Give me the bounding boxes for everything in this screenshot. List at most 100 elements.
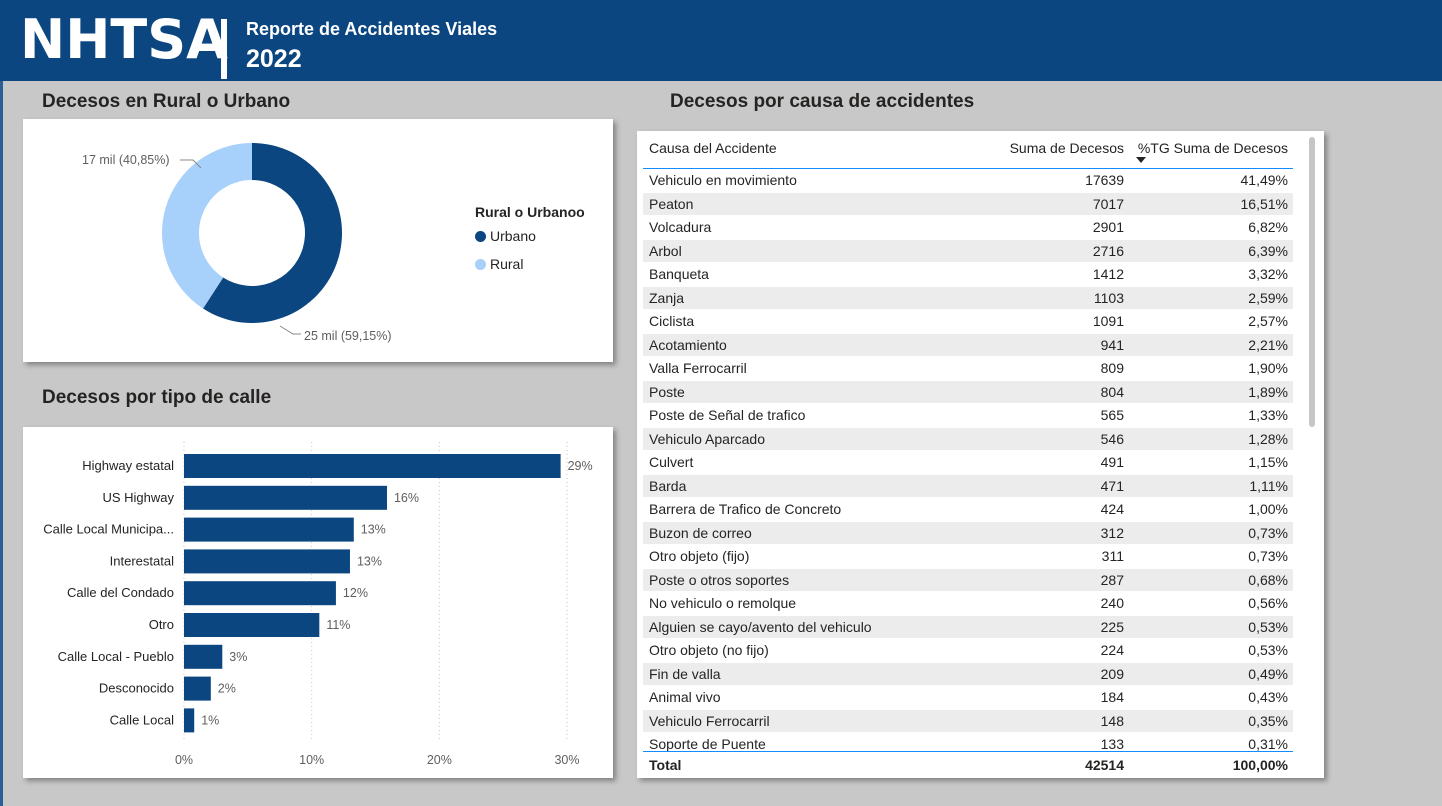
- percent-cell: 1,89%: [1248, 383, 1288, 400]
- sum-cell: 565: [1100, 407, 1124, 423]
- cause-cell: Peaton: [649, 195, 694, 212]
- cause-cell: Fin de valla: [649, 665, 721, 682]
- table-row[interactable]: Buzon de correo 312 0,73%: [643, 521, 1293, 545]
- bar-card[interactable]: 0% 10% 20% 30% Highway estatal 29% US Highway 1…: [23, 427, 613, 778]
- total-percent: 100,00%: [1232, 757, 1288, 773]
- sum-cell: 311: [1101, 548, 1124, 564]
- cause-cell: Otro objeto (no fijo): [649, 642, 769, 658]
- total-label: Total: [649, 757, 682, 773]
- total-sum: 42514: [1085, 757, 1124, 773]
- table-card[interactable]: Causa del Accidente Suma de Decesos %TG …: [637, 131, 1324, 778]
- percent-cell: 2,57%: [1248, 313, 1288, 329]
- legend-item-rural[interactable]: Rural: [475, 256, 523, 272]
- bar[interactable]: [184, 581, 336, 606]
- sum-cell: 225: [1100, 618, 1124, 635]
- rural-data-label: 17 mil (40,85%): [82, 153, 170, 167]
- category-label: Desconocido: [99, 681, 174, 696]
- legend-item-urbano[interactable]: Urbano: [475, 228, 536, 244]
- cause-cell: Zanja: [649, 289, 685, 306]
- table-row[interactable]: Soporte de Puente 133 0,31%: [643, 733, 1293, 751]
- x-tick-label: 0%: [175, 753, 193, 767]
- table-row[interactable]: Vehiculo Ferrocarril 148 0,35%: [643, 709, 1293, 733]
- bar[interactable]: [184, 485, 387, 510]
- bar-data-label: 29%: [568, 459, 593, 473]
- cause-cell: Animal vivo: [649, 689, 721, 705]
- category-label: Calle Local: [110, 712, 174, 727]
- column-header-cause[interactable]: Causa del Accidente: [649, 140, 777, 156]
- category-label: US Highway: [102, 490, 174, 505]
- percent-cell: 1,11%: [1249, 477, 1288, 494]
- table-row[interactable]: Valla Ferrocarril 809 1,90%: [643, 357, 1293, 381]
- column-header-percent[interactable]: %TG Suma de Decesos: [1137, 140, 1288, 156]
- table-row[interactable]: Zanja 1103 2,59%: [643, 286, 1293, 310]
- donut-slice-urbano[interactable]: [203, 143, 342, 323]
- sum-cell: 209: [1100, 665, 1124, 682]
- table-row[interactable]: Animal vivo 184 0,43%: [643, 686, 1293, 710]
- table-row[interactable]: Barda 471 1,11%: [643, 474, 1293, 498]
- bar[interactable]: [184, 549, 350, 574]
- table-row[interactable]: Peaton 7017 16,51%: [643, 192, 1293, 216]
- table-header: Causa del Accidente Suma de Decesos %TG …: [643, 131, 1293, 169]
- donut-card[interactable]: 17 mil (40,85%) 25 mil (59,15%) Rural o …: [23, 119, 613, 362]
- bar-data-label: 13%: [361, 523, 386, 537]
- left-edge-bar: [0, 81, 3, 806]
- bar[interactable]: [184, 644, 223, 669]
- percent-cell: 0,53%: [1248, 618, 1288, 635]
- bar-data-label: 11%: [326, 618, 350, 632]
- cause-cell: Poste de Señal de trafico: [649, 407, 806, 423]
- table-row[interactable]: Poste o otros soportes 287 0,68%: [643, 568, 1293, 592]
- bar[interactable]: [184, 454, 561, 478]
- category-label: Calle Local Municipa...: [43, 522, 174, 537]
- sum-cell: 1091: [1092, 313, 1124, 329]
- bar-data-label: 1%: [201, 713, 219, 727]
- table-row[interactable]: Fin de valla 209 0,49%: [643, 662, 1293, 686]
- table-total-row: Total 42514 100,00%: [643, 751, 1293, 779]
- sum-cell: 2716: [1092, 242, 1124, 259]
- cause-cell: Buzon de correo: [649, 524, 752, 541]
- donut-section-title: Decesos en Rural o Urbano: [42, 91, 291, 112]
- sum-cell: 17639: [1085, 172, 1124, 188]
- table-row[interactable]: Vehiculo en movimiento 17639 41,49%: [643, 169, 1293, 193]
- table-row[interactable]: Barrera de Trafico de Concreto 424 1,00%: [643, 498, 1293, 522]
- bar[interactable]: [184, 676, 211, 701]
- bar-chart[interactable]: 0% 10% 20% 30% Highway estatal 29% US Highway 1…: [23, 427, 613, 778]
- table-row[interactable]: Ciclista 1091 2,57%: [643, 310, 1293, 334]
- donut-slice-rural[interactable]: [162, 143, 252, 309]
- sort-descending-icon[interactable]: [1136, 157, 1146, 163]
- legend-label: Urbano: [490, 228, 536, 244]
- table-section-title: Decesos por causa de accidentes: [670, 91, 975, 112]
- table-row[interactable]: Volcadura 2901 6,82%: [643, 216, 1293, 240]
- cause-cell: Soporte de Puente: [649, 736, 766, 751]
- bar[interactable]: [184, 613, 320, 637]
- category-label: Interestatal: [110, 553, 174, 568]
- category-label: Highway estatal: [82, 458, 174, 473]
- table-row[interactable]: No vehiculo o remolque 240 0,56%: [643, 592, 1293, 616]
- table-row[interactable]: Acotamiento 941 2,21%: [643, 333, 1293, 357]
- table-row[interactable]: Banqueta 1412 3,32%: [643, 263, 1293, 287]
- table-body[interactable]: Vehiculo en movimiento 17639 41,49% Peaton 7…: [643, 169, 1293, 751]
- table-row[interactable]: Otro objeto (fijo) 311 0,73%: [643, 545, 1293, 569]
- table-row[interactable]: Vehiculo Aparcado 546 1,28%: [643, 427, 1293, 451]
- table-row[interactable]: Arbol 2716 6,39%: [643, 239, 1293, 263]
- percent-cell: 1,33%: [1248, 407, 1288, 423]
- sum-cell: 471: [1100, 477, 1124, 494]
- category-label: Calle del Condado: [67, 585, 174, 600]
- legend-title: Rural o Urbanoo: [475, 204, 585, 220]
- percent-cell: 0,53%: [1248, 642, 1288, 658]
- bar[interactable]: [184, 517, 354, 542]
- table-row[interactable]: Culvert 491 1,15%: [643, 451, 1293, 475]
- x-tick-label: 10%: [299, 753, 324, 767]
- table-row[interactable]: Poste de Señal de trafico 565 1,33%: [643, 404, 1293, 428]
- column-header-sum[interactable]: Suma de Decesos: [1009, 140, 1124, 156]
- table-scrollbar[interactable]: [1309, 137, 1315, 427]
- table-row[interactable]: Alguien se cayo/avento del vehiculo 225 0,…: [643, 615, 1293, 639]
- table-row[interactable]: Poste 804 1,89%: [643, 380, 1293, 404]
- donut-chart[interactable]: 17 mil (40,85%) 25 mil (59,15%): [23, 119, 463, 362]
- cause-cell: Alguien se cayo/avento del vehiculo: [649, 618, 872, 635]
- table-row[interactable]: Otro objeto (no fijo) 224 0,53%: [643, 639, 1293, 663]
- percent-cell: 0,73%: [1248, 524, 1288, 541]
- bar[interactable]: [184, 708, 195, 733]
- legend-dot-icon: [475, 258, 486, 270]
- sum-cell: 287: [1100, 571, 1124, 588]
- cause-cell: Barda: [649, 477, 687, 494]
